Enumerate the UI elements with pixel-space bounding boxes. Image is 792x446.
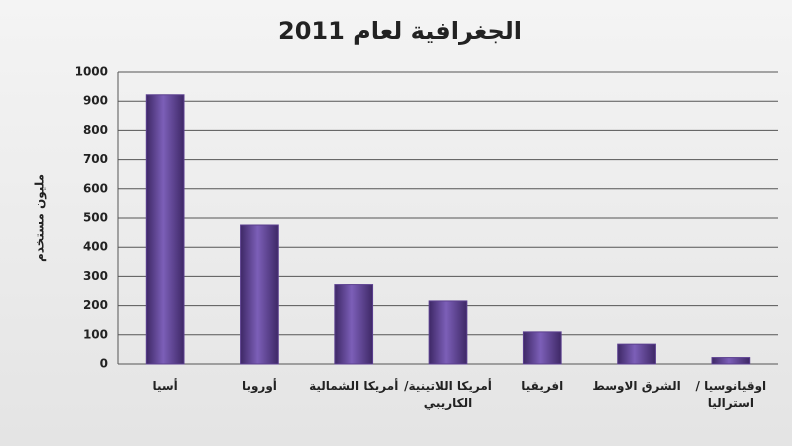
y-tick-label: 300 — [83, 269, 108, 283]
x-tick-label: اوقيانوسيا / استراليا — [695, 379, 767, 410]
y-tick-label: 700 — [83, 152, 108, 166]
x-tick-label: أمريكا الشمالية — [309, 379, 399, 393]
y-tick-label: 0 — [100, 357, 108, 371]
y-tick-label: 600 — [83, 181, 108, 195]
bar — [145, 94, 185, 365]
bar — [334, 284, 374, 365]
y-tick-label: 800 — [83, 123, 108, 137]
y-tick-label: 900 — [83, 94, 108, 108]
y-tick-label: 1000 — [75, 65, 108, 79]
y-tick-label: 100 — [83, 327, 108, 341]
x-tick-label: الشرق الاوسط — [592, 379, 681, 393]
y-axis-label: مليون مستخدم — [33, 174, 48, 262]
bar — [240, 224, 279, 365]
y-tick-label: 500 — [83, 211, 108, 225]
x-tick-label: أسيا — [152, 379, 178, 393]
chart-title: الجغرافية لعام 2011 — [278, 17, 522, 45]
bar — [711, 357, 751, 365]
bar — [428, 300, 468, 365]
y-tick-label: 200 — [83, 298, 108, 312]
bar — [617, 343, 656, 365]
x-tick-label: أوروبا — [241, 379, 277, 393]
x-tick-label: افريقيا — [521, 379, 564, 393]
bar — [522, 331, 562, 365]
x-tick-label: أمريكا اللاتينية/ الكاريبي — [404, 379, 492, 410]
y-tick-label: 400 — [83, 240, 108, 254]
